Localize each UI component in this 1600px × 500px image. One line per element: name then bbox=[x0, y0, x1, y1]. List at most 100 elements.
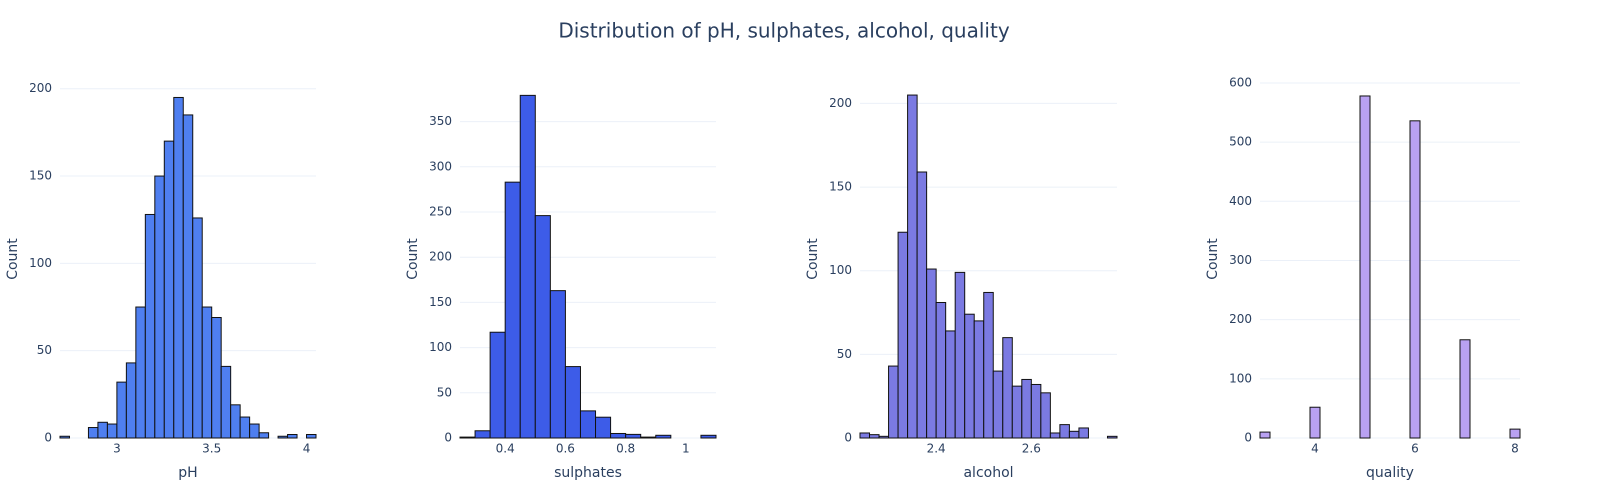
bar bbox=[489, 331, 506, 439]
bar bbox=[220, 365, 232, 439]
x-tick-label: 0.4 bbox=[496, 442, 515, 456]
y-tick-label: 300 bbox=[429, 159, 452, 173]
bar bbox=[306, 434, 317, 439]
bar bbox=[1021, 378, 1032, 439]
bar bbox=[106, 423, 118, 439]
bar bbox=[116, 381, 127, 439]
y-tick-label: 0 bbox=[1244, 431, 1252, 445]
bar bbox=[973, 320, 985, 439]
y-tick-label: 400 bbox=[1229, 194, 1252, 208]
bar bbox=[125, 362, 137, 439]
x-tick-label: 0.6 bbox=[556, 442, 575, 456]
bar bbox=[983, 291, 994, 439]
bar bbox=[992, 370, 1004, 439]
bar bbox=[1309, 406, 1321, 439]
bar bbox=[1059, 424, 1070, 439]
bar bbox=[1509, 428, 1521, 439]
x-axis-label: alcohol bbox=[963, 465, 1013, 481]
y-tick-label: 200 bbox=[29, 81, 52, 95]
bar bbox=[163, 140, 175, 439]
y-tick-label: 600 bbox=[1229, 75, 1252, 89]
bar bbox=[907, 94, 918, 439]
bar bbox=[869, 434, 880, 439]
bar bbox=[239, 416, 251, 439]
x-axis-label: pH bbox=[178, 465, 197, 481]
x-tick-label: 8 bbox=[1511, 442, 1519, 456]
bar bbox=[1359, 95, 1371, 439]
y-axis-label: Count bbox=[5, 238, 21, 280]
bar bbox=[1068, 430, 1080, 439]
bar bbox=[1459, 339, 1471, 439]
y-tick-label: 0 bbox=[444, 431, 452, 445]
y-tick-label: 50 bbox=[37, 343, 52, 357]
y-tick-label: 300 bbox=[1229, 253, 1252, 267]
bar bbox=[954, 271, 966, 439]
bar bbox=[878, 435, 890, 439]
x-tick-label: 2.6 bbox=[1022, 442, 1041, 456]
bar bbox=[534, 215, 551, 439]
bar bbox=[897, 231, 909, 439]
bar bbox=[655, 434, 672, 439]
y-tick-label: 100 bbox=[29, 256, 52, 270]
bar bbox=[87, 427, 99, 439]
bar bbox=[1259, 431, 1271, 439]
y-axis-label: Count bbox=[1205, 238, 1221, 280]
bar bbox=[595, 416, 612, 439]
bar bbox=[1106, 435, 1118, 439]
bar bbox=[945, 330, 956, 439]
bar bbox=[211, 317, 222, 439]
bar bbox=[287, 434, 298, 439]
bar bbox=[700, 434, 717, 439]
y-tick-label: 250 bbox=[429, 204, 452, 218]
bar bbox=[935, 301, 947, 439]
bar bbox=[1078, 427, 1089, 439]
bar bbox=[888, 365, 899, 439]
bar bbox=[59, 435, 70, 439]
y-tick-label: 350 bbox=[429, 114, 452, 128]
x-tick-label: 3 bbox=[113, 442, 121, 456]
bar bbox=[474, 430, 491, 439]
bar bbox=[135, 306, 146, 439]
bar bbox=[192, 217, 203, 439]
bar bbox=[1049, 432, 1061, 439]
y-tick-label: 50 bbox=[837, 347, 852, 361]
y-axis-label: Count bbox=[805, 238, 821, 280]
bar bbox=[1030, 383, 1042, 439]
bar bbox=[258, 432, 270, 439]
y-tick-label: 100 bbox=[829, 263, 852, 277]
y-tick-label: 50 bbox=[437, 385, 452, 399]
y-tick-label: 0 bbox=[844, 431, 852, 445]
y-tick-label: 0 bbox=[44, 431, 52, 445]
x-tick-label: 1 bbox=[682, 442, 690, 456]
y-tick-label: 150 bbox=[429, 295, 452, 309]
y-tick-label: 100 bbox=[429, 340, 452, 354]
bar bbox=[1011, 385, 1023, 439]
x-tick-label: 6 bbox=[1411, 442, 1419, 456]
bar bbox=[201, 306, 213, 439]
bar bbox=[230, 404, 241, 439]
bar bbox=[926, 268, 937, 439]
x-tick-label: 4 bbox=[303, 442, 311, 456]
y-axis-label: Count bbox=[405, 238, 421, 280]
chart-title: Distribution of pH, sulphates, alcohol, … bbox=[558, 19, 1009, 43]
y-tick-label: 150 bbox=[829, 180, 852, 194]
bar bbox=[564, 366, 581, 439]
x-tick-label: 4 bbox=[1311, 442, 1319, 456]
y-tick-label: 200 bbox=[1229, 312, 1252, 326]
y-tick-label: 200 bbox=[829, 96, 852, 110]
bar bbox=[964, 313, 975, 439]
bar bbox=[916, 171, 928, 439]
bar bbox=[1040, 392, 1051, 439]
bar bbox=[579, 410, 597, 439]
bar bbox=[1002, 337, 1013, 439]
x-tick-label: 3.5 bbox=[202, 442, 221, 456]
bar bbox=[459, 436, 476, 439]
bar bbox=[610, 432, 627, 439]
bar bbox=[549, 290, 566, 439]
bar bbox=[97, 421, 108, 439]
bar bbox=[859, 432, 871, 439]
bar bbox=[182, 114, 194, 439]
x-axis-label: sulphates bbox=[554, 465, 622, 481]
x-axis-label: quality bbox=[1366, 465, 1414, 481]
